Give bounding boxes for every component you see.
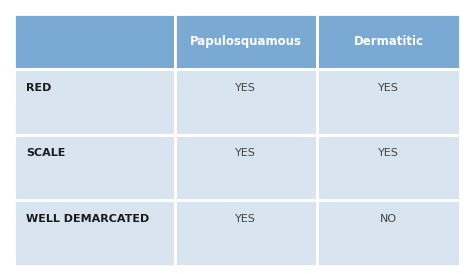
Bar: [174, 200, 317, 266]
Bar: [14, 135, 174, 200]
Text: RED: RED: [26, 82, 52, 93]
Bar: [317, 69, 460, 135]
Text: Papulosquamous: Papulosquamous: [190, 35, 302, 48]
Bar: [174, 69, 317, 135]
Text: YES: YES: [378, 148, 399, 158]
Text: WELL DEMARCATED: WELL DEMARCATED: [26, 214, 149, 224]
Bar: [14, 69, 174, 135]
Text: SCALE: SCALE: [26, 148, 65, 158]
Bar: [317, 200, 460, 266]
Text: Dermatitic: Dermatitic: [354, 35, 423, 48]
Bar: [317, 135, 460, 200]
Text: YES: YES: [236, 82, 256, 93]
Bar: [174, 135, 317, 200]
Bar: [317, 14, 460, 69]
Bar: [174, 14, 317, 69]
Text: YES: YES: [236, 148, 256, 158]
Text: YES: YES: [236, 214, 256, 224]
Bar: [14, 200, 174, 266]
Bar: [14, 14, 174, 69]
Text: NO: NO: [380, 214, 397, 224]
Text: YES: YES: [378, 82, 399, 93]
